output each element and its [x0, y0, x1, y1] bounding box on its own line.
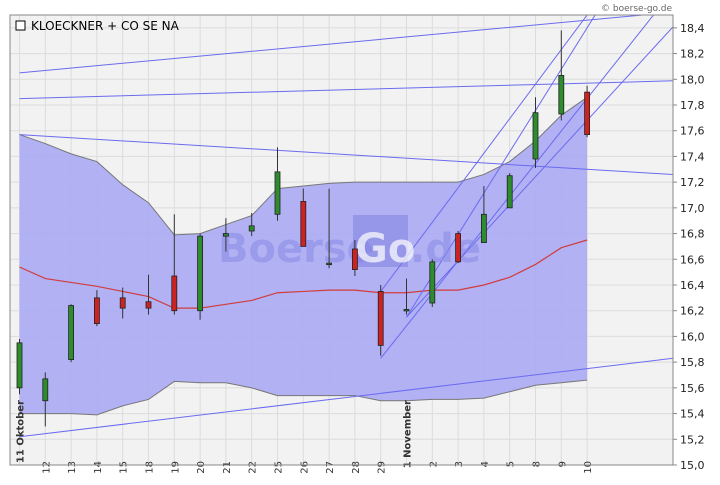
- x-tick-label: 13: [67, 461, 78, 474]
- y-tick-label: 17,6: [680, 125, 705, 138]
- candle-up: [274, 171, 281, 215]
- y-tick-label: 18,2: [680, 48, 705, 61]
- title-area: KLOECKNER + CO SE NA: [15, 19, 180, 33]
- y-tick-label: 15,0: [680, 459, 705, 472]
- candle-down: [584, 91, 590, 135]
- x-tick-label: 27: [325, 461, 336, 474]
- y-tick-label: 15,4: [680, 408, 705, 421]
- legend-swatch: [15, 20, 26, 31]
- band-lower-line: [19, 379, 588, 416]
- source-credit: © boerse-go.de: [601, 4, 672, 14]
- y-tick-label: 15,8: [680, 356, 705, 369]
- candle-up: [403, 309, 410, 312]
- x-tick-label: 2: [428, 461, 439, 467]
- candle-up: [222, 233, 229, 237]
- x-tick-label: 10: [583, 461, 594, 474]
- x-tick-label: 29: [377, 461, 388, 474]
- y-tick-label: 16,4: [680, 279, 705, 292]
- y-tick-label: 16,2: [680, 305, 705, 318]
- candle-down: [351, 248, 358, 270]
- candle-up: [480, 213, 487, 243]
- candle-up: [506, 175, 513, 209]
- candle-up: [558, 75, 565, 115]
- candle-up: [532, 112, 539, 160]
- x-tick-label: 28: [351, 461, 362, 474]
- band-middle-line: [19, 239, 588, 309]
- watermark-text-3: .de: [410, 226, 481, 272]
- y-tick-label: 18,4: [680, 22, 705, 35]
- y-tick-label: 18,0: [680, 73, 705, 86]
- candle-down: [171, 275, 178, 312]
- watermark-box: [353, 215, 408, 267]
- candle-up: [326, 262, 333, 266]
- candle-up: [42, 378, 49, 402]
- x-tick-label: 25: [274, 461, 285, 474]
- x-tick-label: 21: [222, 461, 233, 474]
- candle-up: [429, 261, 436, 304]
- trend-line: [19, 134, 673, 176]
- x-tick-label: 4: [480, 461, 491, 467]
- trend-line: [19, 15, 648, 74]
- watermark-text-1: Boerse: [218, 226, 374, 272]
- x-tick-label: 3: [454, 461, 465, 467]
- x-tick-label: 5: [506, 461, 517, 467]
- trend-line: [19, 357, 673, 438]
- x-tick-label: 8: [532, 461, 543, 467]
- x-tick-label: 14: [93, 461, 104, 474]
- candle-up: [248, 225, 255, 232]
- candle-down: [455, 233, 462, 263]
- watermark-text-2: Go: [355, 226, 415, 272]
- candle-down: [145, 301, 152, 309]
- band-fill: [19, 97, 588, 415]
- candle-down: [300, 201, 307, 247]
- candle-up: [68, 305, 74, 360]
- y-tick-label: 16,6: [680, 253, 705, 266]
- y-tick-label: 17,2: [680, 176, 705, 189]
- x-tick-label: 26: [299, 461, 310, 474]
- y-tick-label: 16,0: [680, 330, 705, 343]
- axes: 15,0 15,2 15,4 15,6 15,8 16,0 16,2 16,4 16,6 16,8…: [16, 22, 705, 474]
- candles: [16, 30, 590, 427]
- candle-up: [16, 342, 23, 389]
- envelope-band: [19, 96, 588, 416]
- candle-up: [197, 235, 204, 312]
- band-upper-line: [19, 96, 588, 236]
- candle-down: [119, 297, 126, 309]
- plot-frame: [9, 14, 674, 466]
- trend-line: [406, 26, 673, 318]
- x-tick-label: 18: [145, 461, 156, 474]
- y-tick-label: 16,8: [680, 228, 705, 241]
- x-tick-label: 19: [170, 461, 181, 474]
- x-tick-label: 11 Oktober: [16, 400, 27, 463]
- y-tick-label: 17,0: [680, 202, 705, 215]
- x-tick-label: 22: [248, 461, 259, 474]
- x-tick-label: 12: [41, 461, 52, 474]
- watermark: Boerse Go .de: [218, 215, 481, 272]
- x-tick-label: 9: [557, 461, 568, 467]
- y-tick-label: 17,4: [680, 150, 705, 163]
- y-tick-label: 15,6: [680, 382, 705, 395]
- y-tick-label: 17,8: [680, 99, 705, 112]
- x-tick-label: 20: [196, 461, 207, 474]
- trend-line: [406, 15, 596, 318]
- trend-line: [380, 15, 588, 292]
- x-tick-label: 1 November: [403, 400, 414, 468]
- chart-title: KLOECKNER + CO SE NA: [31, 19, 180, 33]
- candle-down: [377, 291, 384, 346]
- y-tick-label: 15,2: [680, 433, 705, 446]
- x-tick-label: 15: [119, 461, 130, 474]
- candle-down: [94, 297, 100, 324]
- trend-line: [19, 80, 673, 100]
